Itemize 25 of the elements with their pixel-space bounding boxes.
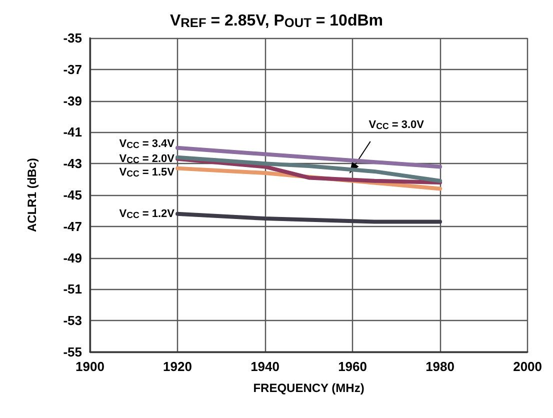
- y-tick-label: -55: [63, 344, 82, 360]
- y-tick-label: -35: [63, 30, 82, 46]
- y-tick-label: -39: [63, 93, 82, 108]
- series-label: VCC = 2.0V: [119, 152, 176, 165]
- x-tick-label: 2000: [513, 359, 542, 374]
- x-tick-label: 1940: [250, 359, 280, 374]
- y-tick-label: -37: [63, 62, 82, 77]
- x-tick-label: 1980: [426, 359, 454, 374]
- chart-title: VREF = 2.85V, POUT = 10dBm: [170, 12, 384, 30]
- y-tick-label: -41: [63, 124, 82, 140]
- x-tick-label: 1900: [76, 359, 104, 374]
- y-tick-label: -53: [63, 313, 82, 328]
- y-tick-label: -43: [63, 156, 82, 172]
- y-tick-label: -49: [63, 250, 82, 266]
- series-label: VCC = 1.2V: [119, 208, 176, 220]
- y-tick-label: -45: [63, 188, 82, 202]
- x-tick-label: 1960: [338, 359, 367, 374]
- x-tick-label: 1920: [163, 359, 192, 374]
- y-axis-title: ACLR1 (dBc): [25, 158, 39, 232]
- series-label: VCC = 1.5V: [119, 166, 176, 178]
- series-label: VCC = 3.4V: [119, 138, 176, 150]
- y-tick-label: -47: [63, 218, 82, 234]
- x-axis-title: FREQUENCY (MHz): [253, 381, 364, 395]
- y-tick-label: -51: [63, 282, 82, 297]
- text: VCC = 3.0V: [368, 118, 425, 131]
